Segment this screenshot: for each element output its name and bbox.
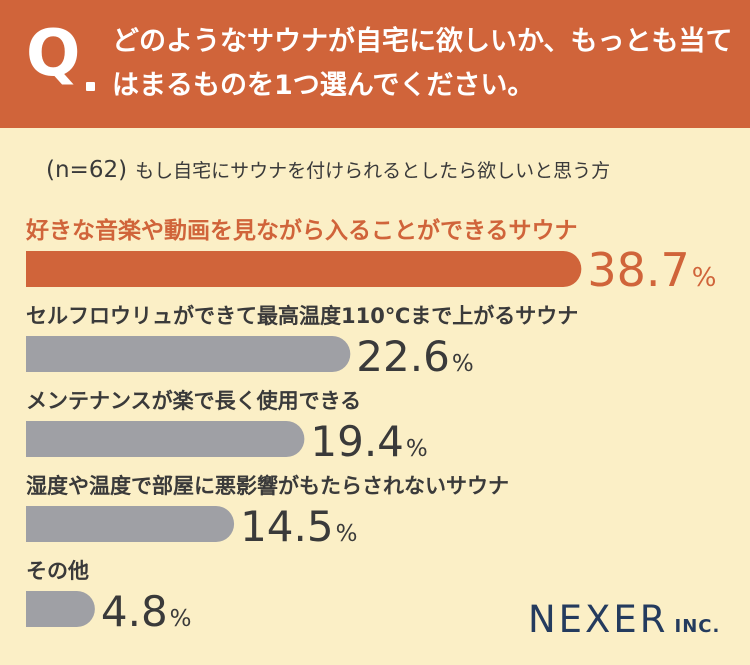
subtitle-text: もし自宅にサウナを付けられるとしたら欲しいと思う方 bbox=[135, 160, 611, 182]
bar bbox=[26, 251, 582, 287]
percent-sign: % bbox=[170, 606, 192, 632]
bar bbox=[26, 421, 305, 457]
question-text: どのようなサウナが自宅に欲しいか、もっとも当てはまるものを1つ選んでください。 bbox=[112, 26, 733, 101]
value-label: 38.7 bbox=[587, 243, 689, 297]
q-dot bbox=[86, 82, 95, 91]
bar bbox=[26, 506, 235, 542]
question-header: Q どのようなサウナが自宅に欲しいか、もっとも当てはまるものを1つ選んでください… bbox=[0, 0, 750, 128]
chart-subtitle: (n=62) もし自宅にサウナを付けられるとしたら欲しいと思う方 bbox=[46, 156, 610, 183]
value-label: 22.6 bbox=[356, 332, 450, 381]
percent-sign: % bbox=[692, 263, 717, 293]
percent-sign: % bbox=[452, 351, 474, 377]
category-label: 湿度や温度で部屋に悪影響がもたらされないサウナ bbox=[26, 474, 509, 498]
category-label: その他 bbox=[26, 559, 89, 583]
bar-left-cap bbox=[26, 591, 44, 627]
bar-left-cap bbox=[26, 336, 44, 372]
category-label: セルフロウリュができて最高温度110℃まで上がるサウナ bbox=[26, 304, 578, 328]
logo-name: NEXER bbox=[528, 598, 669, 641]
sample-size: (n=62) bbox=[46, 157, 128, 183]
category-label: 好きな音楽や動画を見ながら入ることができるサウナ bbox=[25, 217, 578, 244]
bar-left-cap bbox=[26, 421, 44, 457]
bar-left-cap bbox=[26, 506, 44, 542]
logo-suffix: INC. bbox=[674, 616, 721, 637]
bar-left-cap bbox=[26, 251, 44, 287]
percent-sign: % bbox=[336, 521, 358, 547]
value-label: 19.4 bbox=[310, 417, 404, 466]
bar bbox=[26, 336, 351, 372]
q-label: Q bbox=[26, 17, 81, 91]
percent-sign: % bbox=[406, 436, 428, 462]
value-label: 14.5 bbox=[240, 502, 334, 551]
value-label: 4.8 bbox=[101, 587, 168, 636]
nexer-logo: NEXER INC. bbox=[528, 598, 720, 641]
category-label: メンテナンスが楽で長く使用できる bbox=[26, 389, 361, 413]
